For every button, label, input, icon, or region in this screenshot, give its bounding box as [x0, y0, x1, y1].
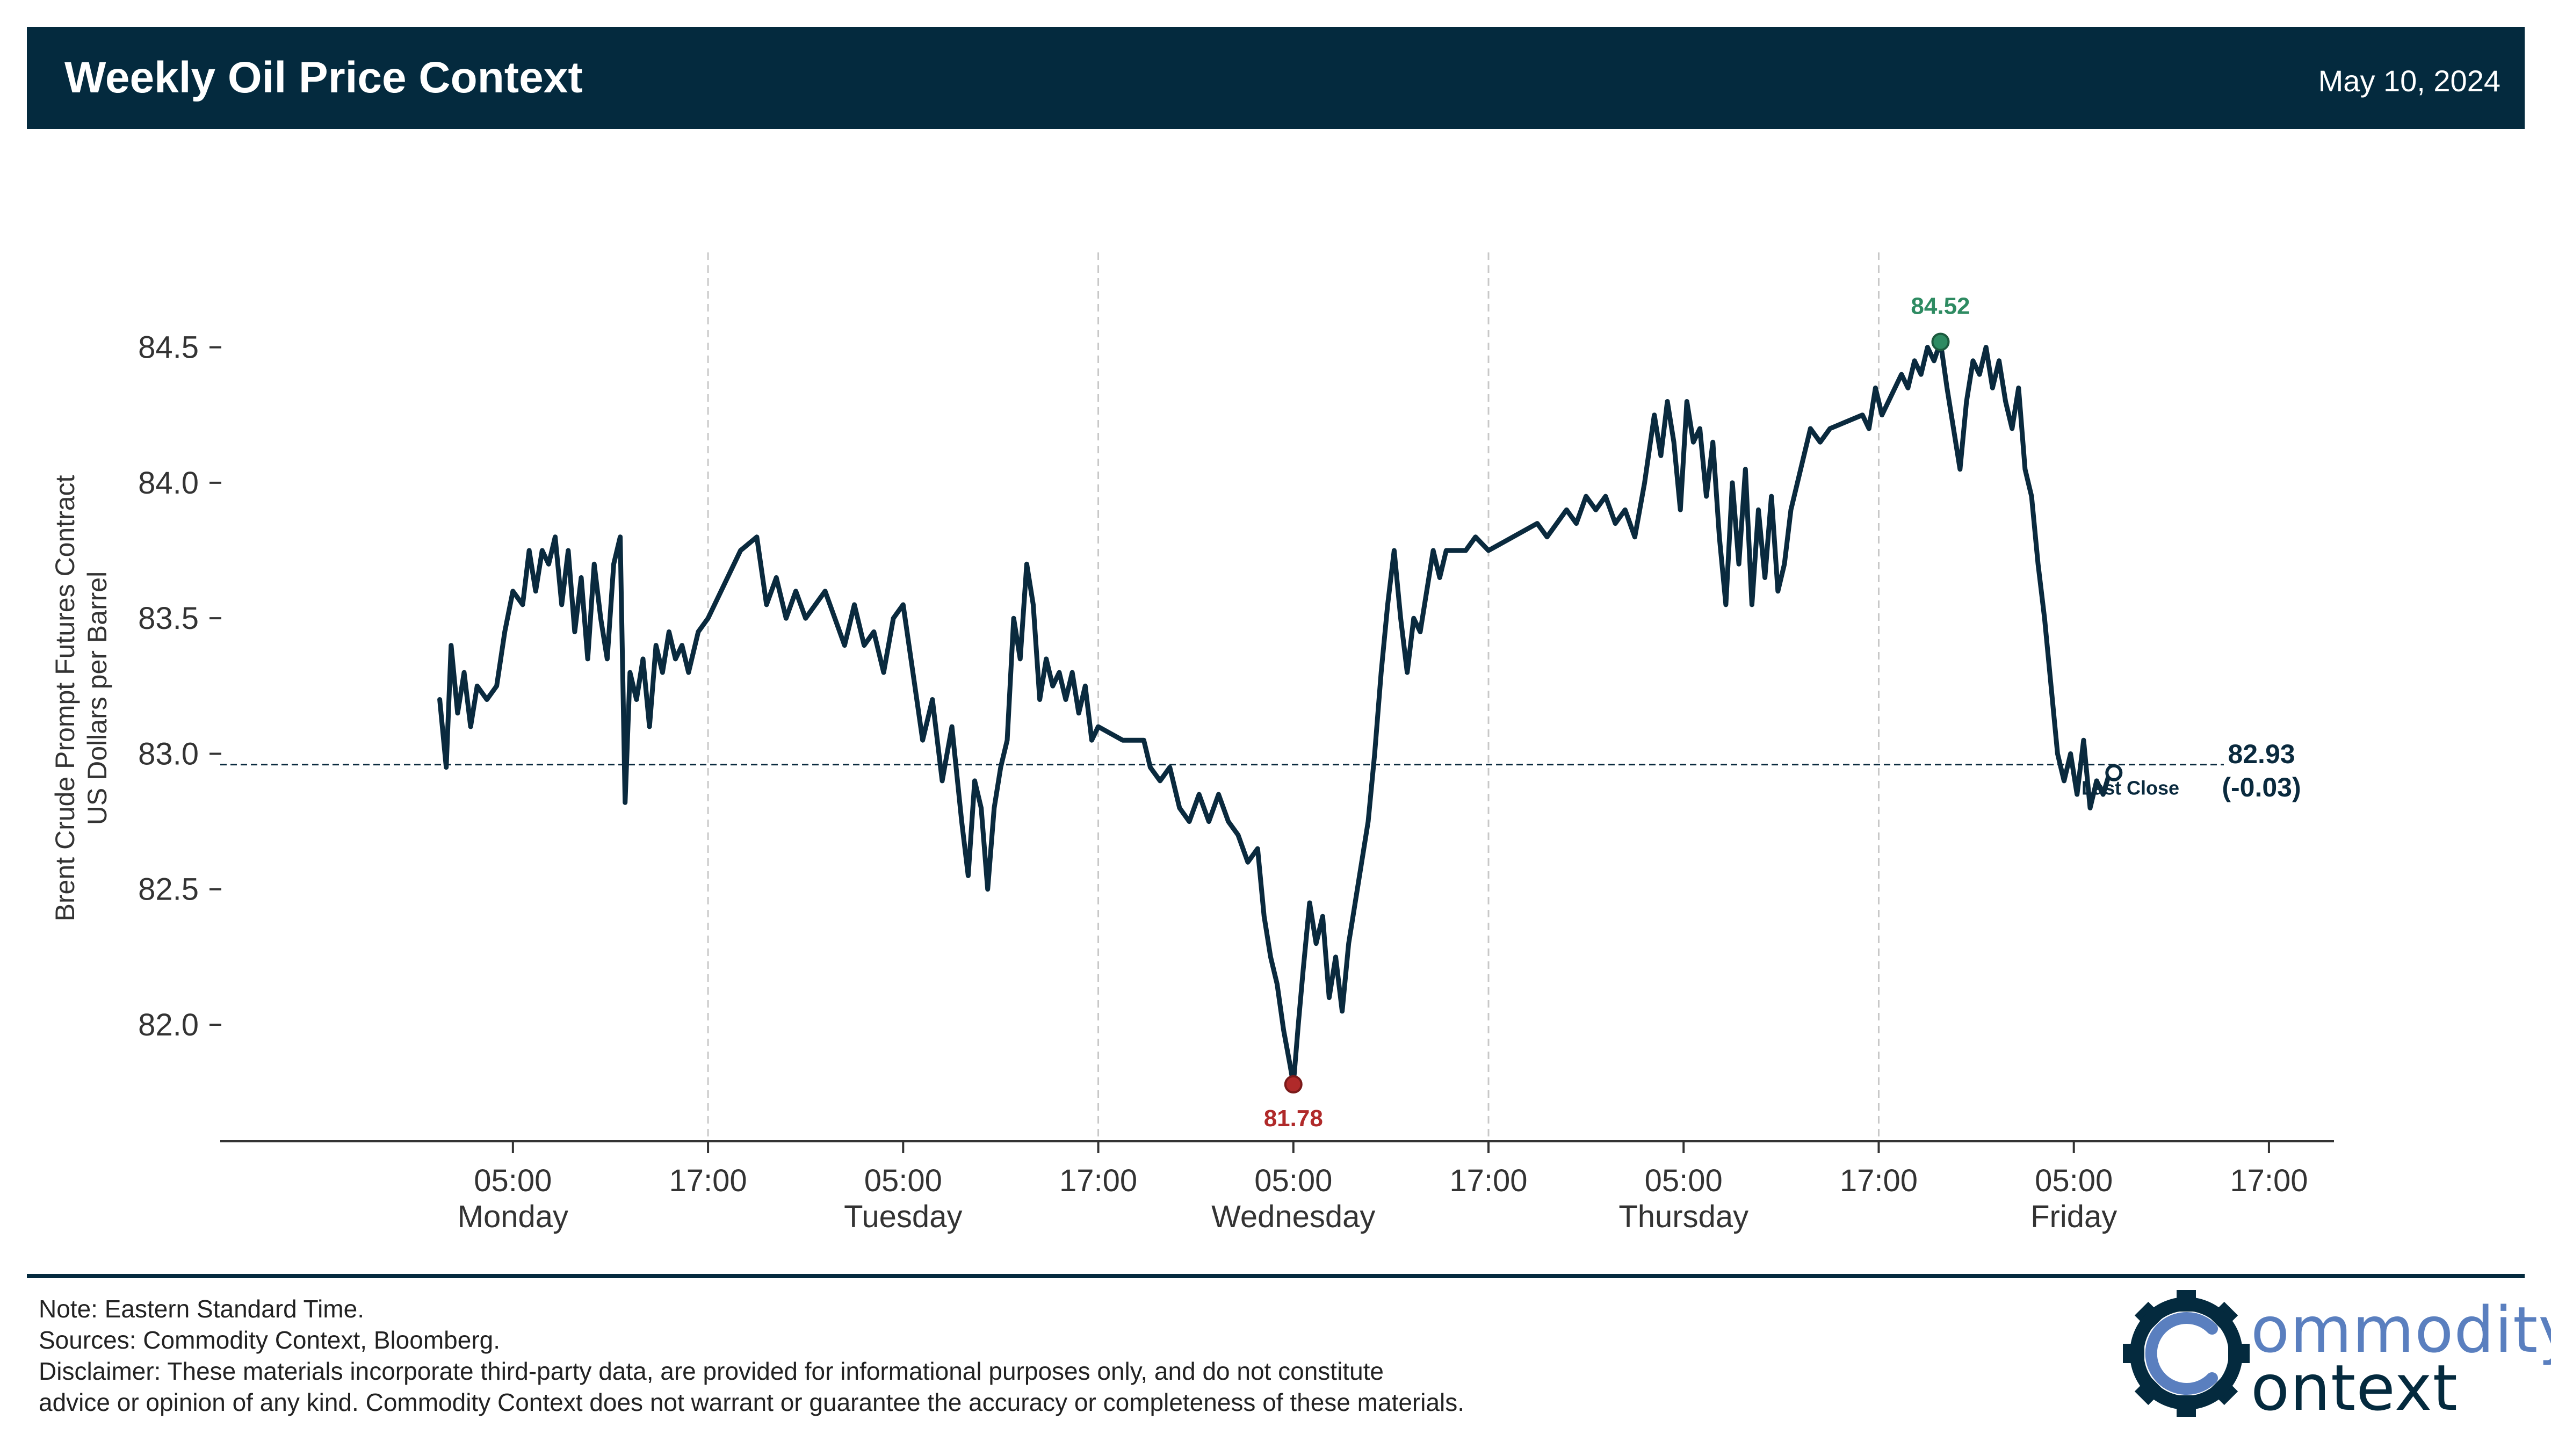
x-tick-time-2: 05:00	[864, 1163, 942, 1198]
y-tick-label-2: 83.0	[138, 736, 199, 771]
high-point-label: 84.52	[1911, 293, 1970, 320]
y-tick-label-3: 83.5	[138, 601, 199, 636]
high-point-marker	[1931, 332, 1950, 351]
gear-c-icon	[2123, 1290, 2250, 1417]
x-tick-time-4: 05:00	[1254, 1163, 1332, 1198]
last-value-label: 82.93	[2228, 739, 2295, 769]
low-point-marker	[1284, 1075, 1303, 1094]
x-tick-time-3: 17:00	[1059, 1163, 1137, 1198]
y-tick-label-5: 84.5	[138, 330, 199, 365]
y-tick-label-0: 82.0	[138, 1008, 199, 1042]
disclaimer-line-2: advice or opinion of any kind. Commodity…	[39, 1388, 1465, 1416]
logo-word-top: ommodity	[2251, 1293, 2551, 1367]
header-banner: Weekly Oil Price Context May 10, 2024	[27, 27, 2525, 129]
report-date: May 10, 2024	[2318, 64, 2501, 98]
sources-note: Sources: Commodity Context, Bloomberg.	[39, 1326, 501, 1354]
disclaimer-line-1: Disclaimer: These materials incorporate …	[39, 1357, 1384, 1385]
x-tick-day-0: Monday	[458, 1199, 568, 1234]
last-change-label: (-0.03)	[2222, 772, 2301, 802]
logo-word-bottom: ontext	[2251, 1351, 2458, 1425]
price-chart: 82.0 82.5 83.0 83.5 84.0 84.5 Brent Crude Prom…	[50, 252, 2334, 1234]
y-tick-label-4: 84.0	[138, 466, 199, 501]
x-tick-time-6: 05:00	[1645, 1163, 1723, 1198]
x-tick-day-4: Wednesday	[1211, 1199, 1375, 1234]
x-tick-day-2: Tuesday	[844, 1199, 962, 1234]
timezone-note: Note: Eastern Standard Time.	[39, 1295, 364, 1323]
y-tick-label-1: 82.5	[138, 872, 199, 907]
footer-divider	[27, 1274, 2525, 1278]
y-axis-title-line-2: US Dollars per Barrel	[82, 571, 112, 825]
x-tick-time-0: 05:00	[474, 1163, 552, 1198]
x-tick-time-8: 05:00	[2035, 1163, 2113, 1198]
low-point-label: 81.78	[1264, 1105, 1323, 1132]
page-title: Weekly Oil Price Context	[64, 53, 583, 102]
footer-notes: Note: Eastern Standard Time. Sources: Co…	[39, 1293, 1464, 1418]
y-axis-title-line-1: Brent Crude Prompt Futures Contract	[50, 475, 80, 921]
price-series-line	[437, 339, 2112, 1087]
x-tick-day-6: Thursday	[1618, 1199, 1748, 1234]
last-point-marker	[2105, 764, 2123, 781]
x-tick-time-1: 17:00	[669, 1163, 747, 1198]
x-tick-time-7: 17:00	[1840, 1163, 1918, 1198]
x-tick-time-9: 17:00	[2230, 1163, 2308, 1198]
x-tick-time-5: 17:00	[1449, 1163, 1527, 1198]
commodity-context-logo: ommodity ontext	[2122, 1281, 2551, 1426]
x-tick-day-8: Friday	[2030, 1199, 2117, 1234]
